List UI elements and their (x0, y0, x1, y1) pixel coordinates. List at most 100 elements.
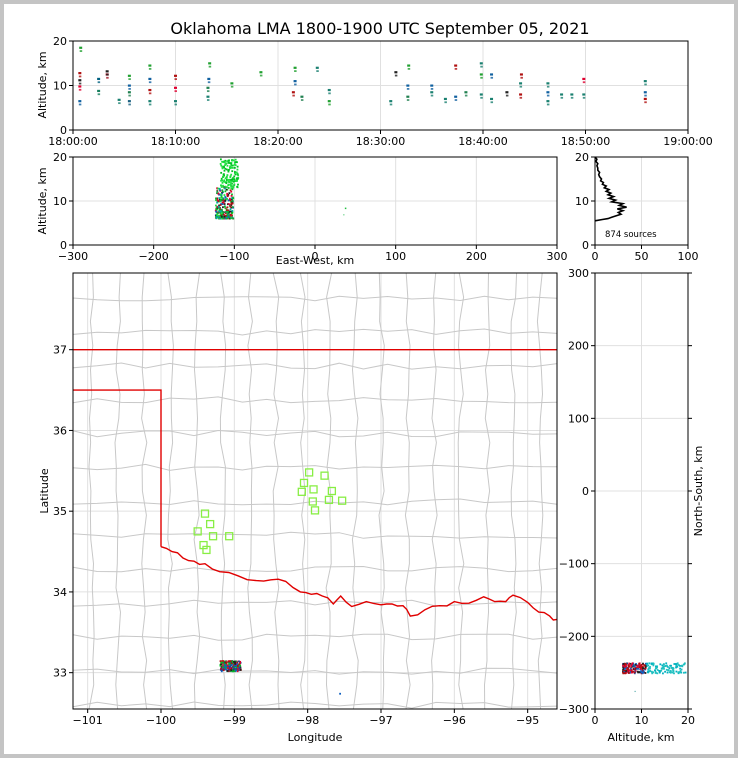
time-height-source (97, 89, 101, 93)
ew-source (229, 203, 232, 206)
y-tick-label: 20 (575, 151, 589, 164)
time-height-source (206, 86, 210, 89)
ns-source (677, 671, 680, 674)
ew-source (344, 207, 347, 210)
map-source (230, 664, 233, 666)
ns-source (646, 671, 649, 673)
ns-source (630, 664, 632, 667)
ew-source (234, 173, 237, 176)
ew-source (231, 202, 234, 205)
time-height-source (79, 46, 83, 49)
ns-source (642, 662, 644, 665)
station-marker (320, 471, 329, 480)
map-source (239, 669, 242, 671)
map-source (239, 660, 242, 663)
time-height-source (174, 103, 177, 106)
time-height-source (127, 91, 131, 94)
ew-source (216, 190, 219, 193)
map-source (220, 670, 223, 673)
ew-source (221, 181, 224, 184)
station-marker (308, 497, 317, 506)
ew-source (223, 174, 225, 177)
time-height-source (127, 84, 131, 87)
ew-source (230, 173, 233, 176)
ns-source (624, 672, 627, 675)
time-height-source (148, 67, 152, 70)
ew-source (215, 210, 218, 213)
ew-source (224, 167, 227, 170)
north-south-ylabel: North-South, km (692, 446, 705, 537)
ns-source (682, 663, 685, 666)
time-height-source (480, 96, 483, 99)
ns-source (672, 668, 674, 671)
ns-source (622, 669, 624, 671)
ns-source (646, 662, 649, 665)
time-height-source (406, 99, 410, 101)
station-marker (200, 509, 210, 518)
time-height-source (105, 70, 109, 73)
x-tick-label: 18:30:00 (356, 135, 405, 148)
y-tick-label: 37 (53, 344, 67, 357)
ns-source (656, 669, 659, 671)
ns-source (648, 662, 651, 665)
y-tick-label: 0 (60, 239, 67, 252)
ew-source (223, 217, 226, 220)
time-height-source (97, 77, 101, 81)
map-source (225, 662, 228, 664)
ew-source (220, 196, 223, 199)
time-height-source (406, 84, 410, 87)
ew-source (232, 217, 235, 220)
ew-source (227, 210, 229, 213)
station-marker (205, 519, 215, 529)
ns-source (630, 668, 633, 671)
ns-source (627, 672, 630, 674)
time-height-source (519, 73, 523, 76)
ew-source (224, 196, 227, 199)
map-source (224, 664, 227, 666)
x-tick-label: 19:00:00 (663, 135, 712, 148)
map-source (237, 669, 240, 672)
ew-source (221, 167, 224, 170)
ew-source (222, 161, 225, 164)
time-height-source (128, 78, 131, 81)
ns-source (628, 664, 630, 667)
map-source (228, 666, 231, 669)
ew-source (223, 214, 226, 216)
ew-source (224, 185, 227, 188)
ns-source (664, 670, 666, 673)
ew-source (225, 168, 228, 171)
ns-source (642, 671, 645, 673)
time-height-source (644, 83, 647, 86)
map-source (235, 667, 237, 670)
ew-source (227, 169, 230, 172)
time-height-source (430, 91, 434, 94)
ew-source (220, 211, 223, 214)
map-source (230, 669, 233, 672)
ew-source (221, 215, 223, 218)
ew-source (228, 204, 231, 207)
ns-source (648, 667, 651, 670)
ns-source (644, 664, 647, 667)
ns-source (665, 668, 668, 671)
x-tick-label: 18:10:00 (151, 135, 200, 148)
map-source (239, 661, 241, 664)
ew-source (234, 158, 237, 161)
ew-source (216, 201, 219, 204)
ew-source (216, 212, 219, 215)
ew-source (224, 164, 226, 167)
ew-source (231, 200, 234, 202)
ns-source (641, 671, 643, 674)
map-source (228, 663, 231, 666)
ns-source (683, 671, 685, 674)
ew-source (230, 214, 233, 217)
ns-source (667, 669, 670, 671)
time-height-source (259, 71, 263, 74)
x-tick-label: −98 (296, 714, 319, 727)
ns-source (659, 670, 662, 672)
time-height-source (79, 50, 83, 52)
ew-source (232, 164, 235, 167)
time-height-source (118, 102, 121, 105)
time-height-source (464, 94, 468, 97)
time-height-source (479, 62, 483, 65)
ew-source (215, 213, 218, 216)
